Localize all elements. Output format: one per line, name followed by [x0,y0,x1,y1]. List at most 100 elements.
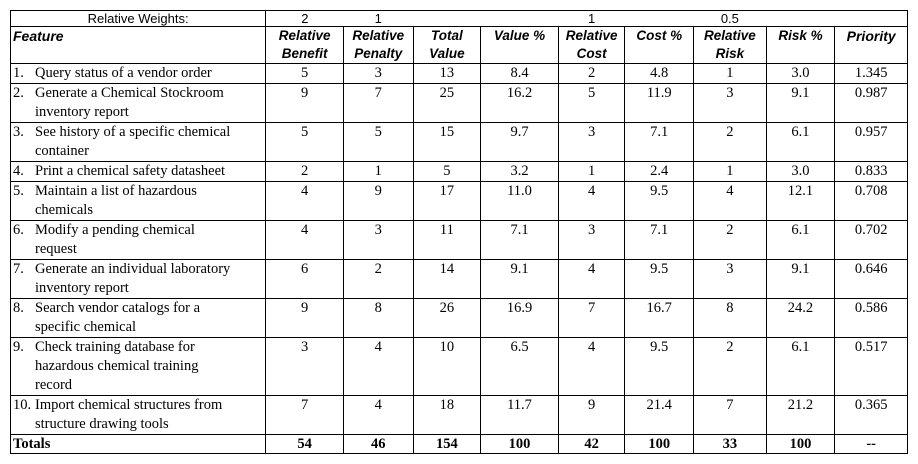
cell-value-pct: 8.4 [480,63,559,84]
feature-line1: 5. Maintain a list of hazardous [13,183,261,202]
feature-line1: 2. Generate a Chemical Stockroom [13,85,261,104]
cell-cost-pct: 9.5 [624,181,695,221]
cell-cost: 7 [557,298,626,338]
cell-value-pct: 3.2 [480,161,559,182]
total-value-pct: 100 [480,434,559,454]
feature-cell: 8. Search vendor catalogs for a specific c… [9,298,267,338]
header-cost-line2: Cost [576,46,607,61]
cell-total: 10 [412,337,482,396]
cell-risk-pct: 3.0 [765,161,836,182]
weights-label: Relative Weights: [9,10,266,27]
cell-total: 25 [412,83,482,123]
table-row: 8. Search vendor catalogs for a specific c… [9,298,908,338]
cell-benefit: 7 [265,395,344,435]
header-feature: Feature [9,26,267,64]
feature-line1: 9. Check training database for [13,339,261,358]
cell-cost-pct: 7.1 [624,122,695,162]
feature-text: Check training database for [35,339,195,355]
cell-priority: 0.702 [834,220,908,260]
feature-text: Search vendor catalogs for a [35,300,201,316]
header-priority: Priority [834,26,908,64]
cell-benefit: 4 [265,220,344,260]
cell-cost: 3 [557,122,626,162]
total-total: 154 [412,434,482,454]
cell-cost: 5 [557,83,626,123]
total-risk-pct: 100 [765,434,836,454]
feature-number: 2. [13,85,24,101]
feature-number: 5. [13,183,24,199]
header-relative-cost: Relative Cost [557,26,626,64]
cell-priority: 0.987 [834,83,908,123]
weight-priority-empty [834,10,908,27]
feature-cell: 10. Import chemical structures from struct… [9,395,267,435]
feature-text: Generate a Chemical Stockroom [35,85,224,101]
cell-priority: 1.345 [834,63,908,84]
cell-risk: 2 [693,220,767,260]
feature-line2: container [35,143,89,159]
header-cost-pct: Cost % [624,26,695,64]
header-penalty-line2: Penalty [354,46,403,61]
weight-risk: 0.5 [693,10,767,27]
weight-cost: 1 [558,10,625,27]
cell-penalty: 9 [342,181,414,221]
cell-risk-pct: 6.1 [765,220,836,260]
feature-line1: 7. Generate an individual laboratory [13,261,261,280]
feature-line1: 8. Search vendor catalogs for a [13,300,261,319]
total-benefit: 54 [265,434,344,454]
cell-cost: 3 [557,220,626,260]
cell-total: 11 [412,220,482,260]
cell-risk: 7 [693,395,767,435]
table-row: 3. See history of a specific chemical cont… [9,122,908,162]
feature-line1: 3. See history of a specific chemical [13,124,261,143]
cell-value-pct: 9.1 [480,259,559,299]
table-row: 5. Maintain a list of hazardous chemicals 4… [9,181,908,221]
total-cost-pct: 100 [624,434,695,454]
cell-value-pct: 9.7 [480,122,559,162]
cell-penalty: 3 [342,220,414,260]
cell-cost-pct: 11.9 [624,83,695,123]
weight-total-empty [413,10,481,27]
cell-total: 15 [412,122,482,162]
feature-line1: 4. Print a chemical safety datasheet [13,163,261,181]
feature-text: Generate an individual laboratory [35,261,231,277]
cell-benefit: 9 [265,83,344,123]
cell-penalty: 5 [342,122,414,162]
header-total-value: Total Value [412,26,482,64]
header-risk-line1: Relative [703,28,756,43]
cell-risk: 3 [693,259,767,299]
cell-total: 26 [412,298,482,338]
cell-priority: 0.646 [834,259,908,299]
header-penalty-line1: Relative [352,28,405,43]
weight-penalty: 1 [343,10,414,27]
table-row: 4. Print a chemical safety datasheet 2 1 5 3.… [9,161,908,182]
feature-cell: 5. Maintain a list of hazardous chemicals [9,181,267,221]
cell-risk-pct: 24.2 [765,298,836,338]
header-risk-line2: Risk [715,46,745,61]
cell-penalty: 3 [342,63,414,84]
cell-cost-pct: 4.8 [624,63,695,84]
cell-risk: 3 [693,83,767,123]
feature-cell: 7. Generate an individual laboratory inven… [9,259,267,299]
header-value-pct: Value % [480,26,559,64]
cell-priority: 0.517 [834,337,908,396]
weight-riskpct-empty [766,10,835,27]
cell-total: 18 [412,395,482,435]
cell-benefit: 9 [265,298,344,338]
cell-penalty: 4 [342,395,414,435]
cell-benefit: 2 [265,161,344,182]
header-total-line2: Value [429,46,465,61]
feature-line2: structure drawing tools [35,416,169,432]
cell-risk-pct: 9.1 [765,259,836,299]
feature-number: 7. [13,261,24,277]
cell-priority: 0.365 [834,395,908,435]
cell-priority: 0.833 [834,161,908,182]
cell-benefit: 5 [265,63,344,84]
feature-number: 4. [13,163,24,179]
cell-risk-pct: 3.0 [765,63,836,84]
weight-value-empty [480,10,559,27]
feature-line2: request [35,241,77,257]
cell-risk: 4 [693,181,767,221]
cell-cost-pct: 9.5 [624,259,695,299]
cell-risk-pct: 21.2 [765,395,836,435]
cell-cost: 9 [557,395,626,435]
